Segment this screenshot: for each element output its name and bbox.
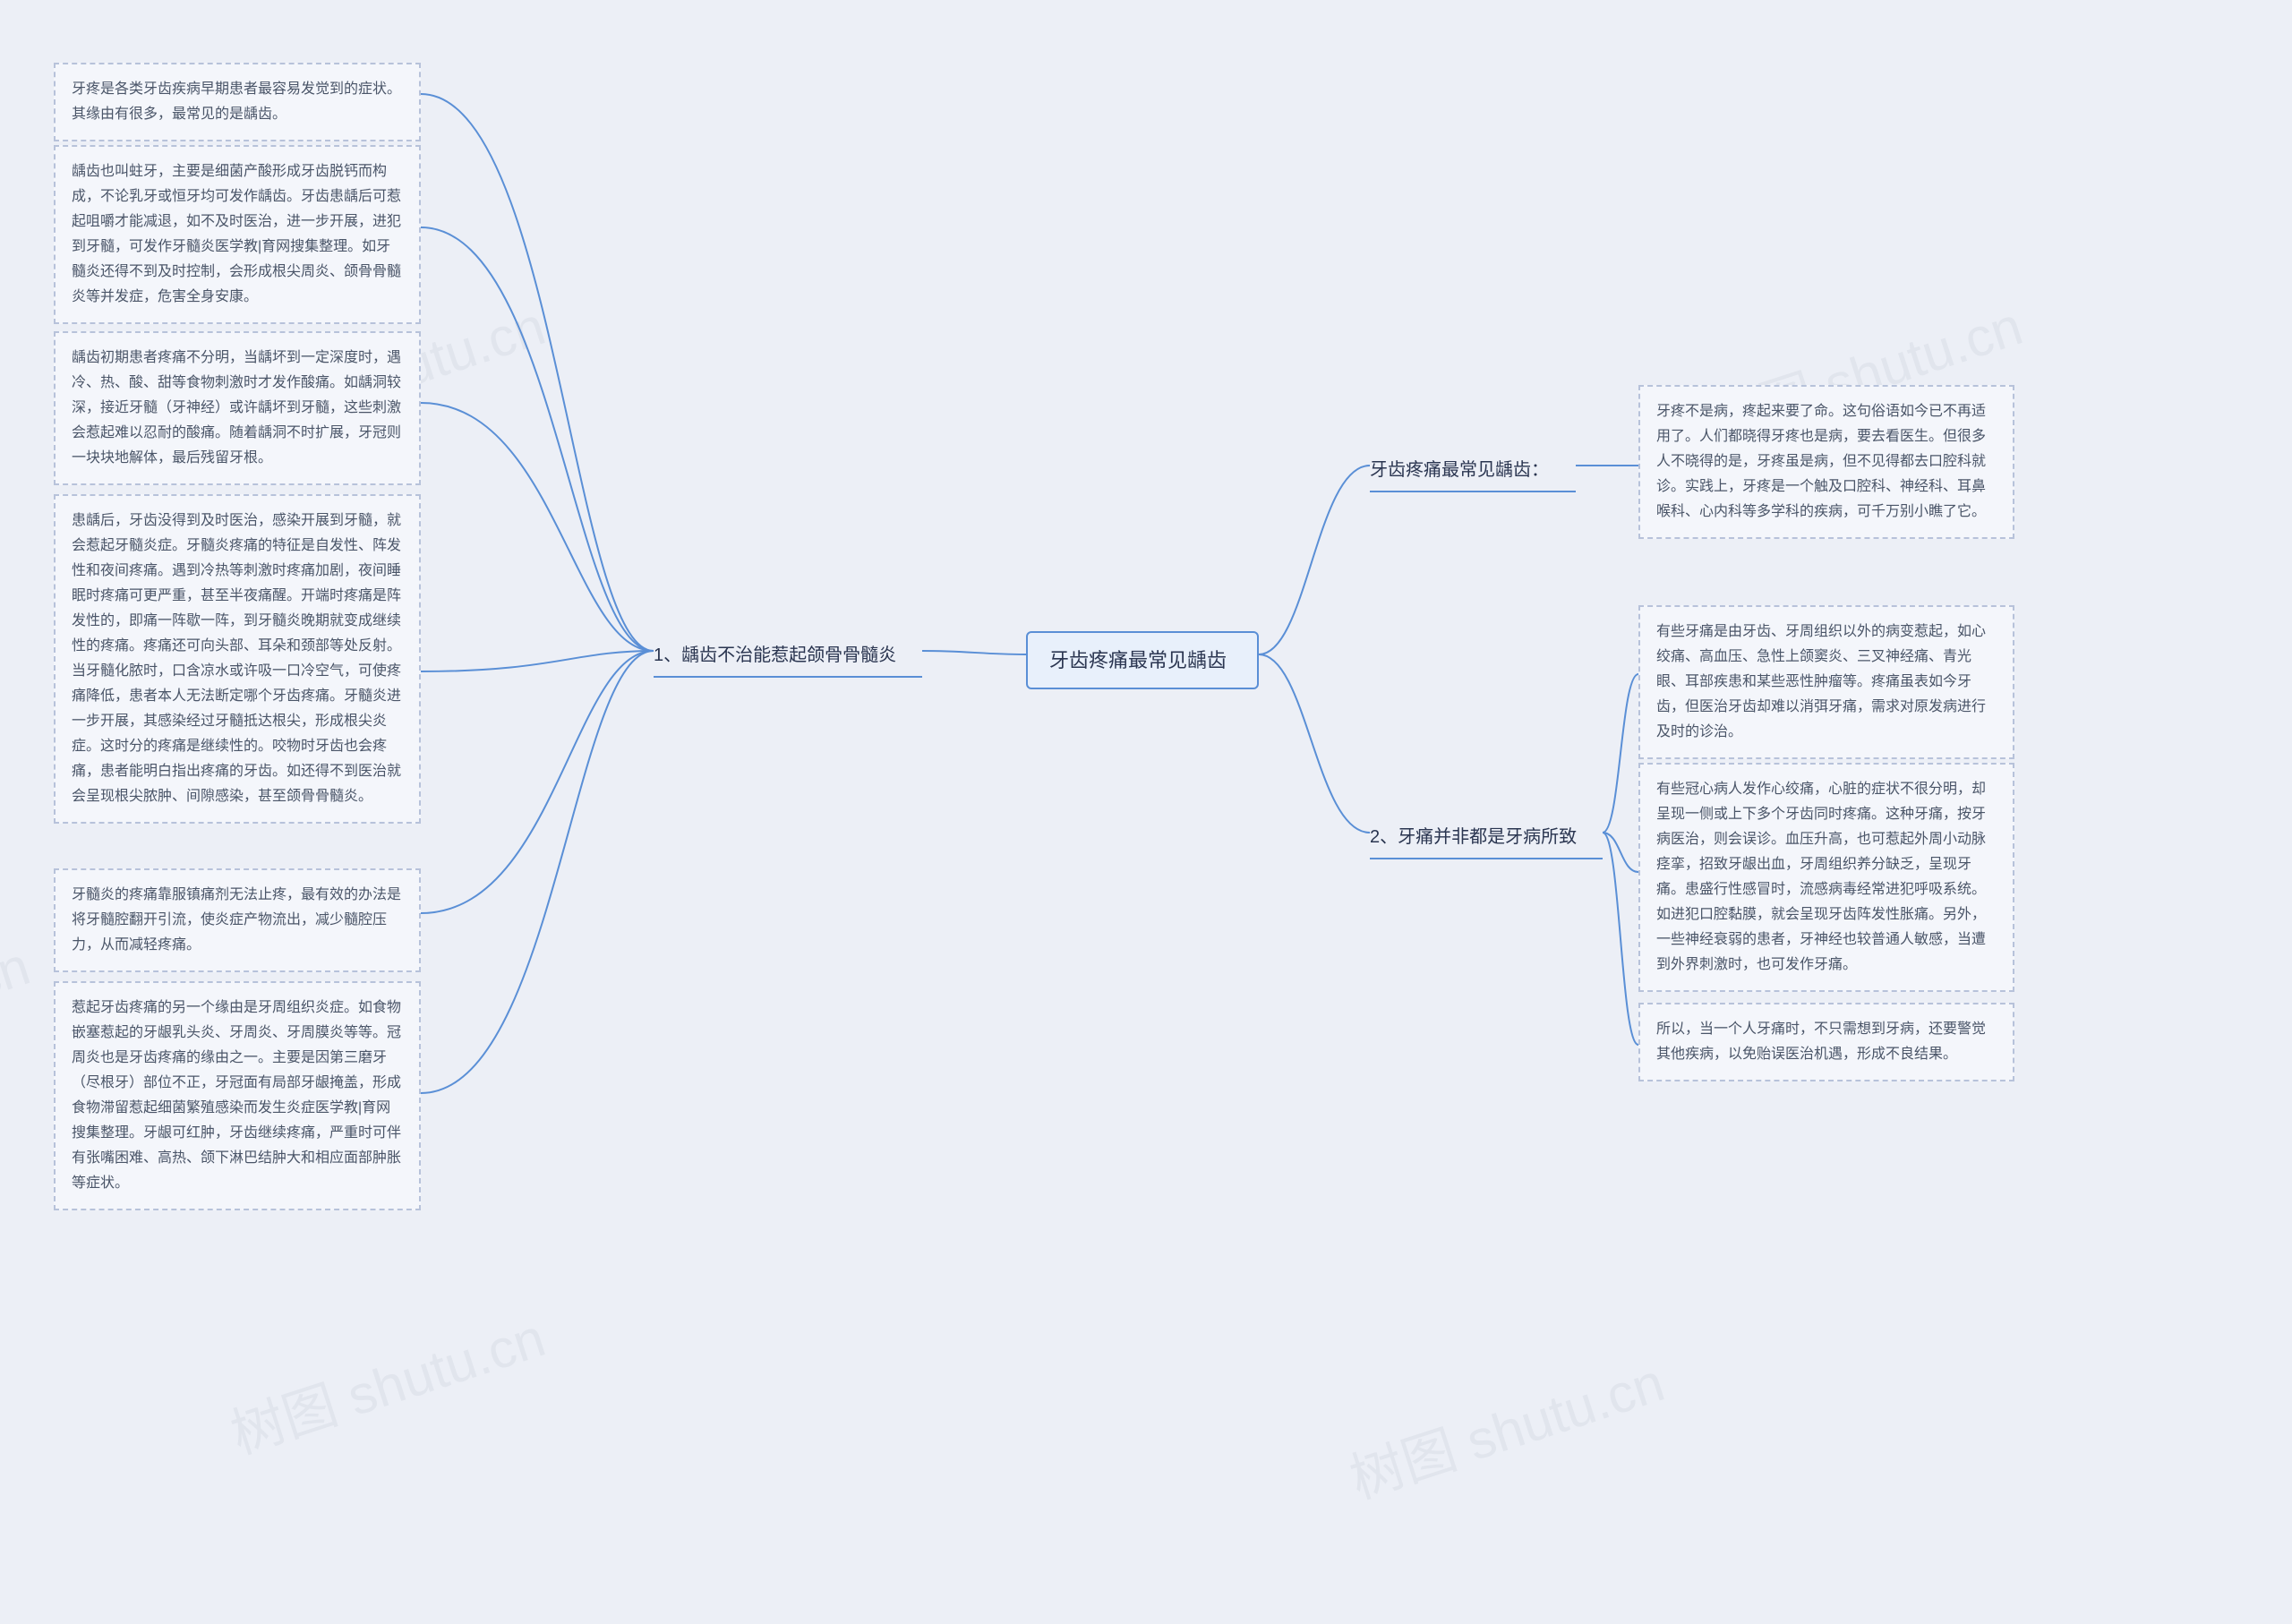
leaf-l1[interactable]: 牙疼是各类牙齿疾病早期患者最容易发觉到的症状。其缘由有很多，最常见的是龋齿。 xyxy=(54,63,421,141)
branch-rt-label: 牙齿疼痛最常见龋齿： xyxy=(1370,460,1549,480)
branch-rb-label: 2、牙痛并非都是牙病所致 xyxy=(1370,827,1577,847)
leaf-l5[interactable]: 牙髓炎的疼痛靠服镇痛剂无法止疼，最有效的办法是将牙髓腔翻开引流，使炎症产物流出，… xyxy=(54,868,421,972)
branch-underline xyxy=(1370,858,1603,859)
leaf-l6[interactable]: 惹起牙齿疼痛的另一个缘由是牙周组织炎症。如食物嵌塞惹起的牙龈乳头炎、牙周炎、牙周… xyxy=(54,981,421,1210)
leaf-rb2[interactable]: 有些冠心病人发作心绞痛，心脏的症状不很分明，却呈现一侧或上下多个牙齿同时疼痛。这… xyxy=(1638,763,2014,992)
branch-right-top[interactable]: 牙齿疼痛最常见龋齿： xyxy=(1370,448,1576,492)
leaf-l3[interactable]: 龋齿初期患者疼痛不分明，当龋坏到一定深度时，遇冷、热、酸、甜等食物刺激时才发作酸… xyxy=(54,331,421,485)
leaf-rb1[interactable]: 有些牙痛是由牙齿、牙周组织以外的病变惹起，如心绞痛、高血压、急性上颌窦炎、三叉神… xyxy=(1638,605,2014,759)
branch-right-bottom[interactable]: 2、牙痛并非都是牙病所致 xyxy=(1370,815,1603,859)
leaf-l2[interactable]: 龋齿也叫蛀牙，主要是细菌产酸形成牙齿脱钙而构成，不论乳牙或恒牙均可发作龋齿。牙齿… xyxy=(54,145,421,324)
root-node[interactable]: 牙齿疼痛最常见龋齿 xyxy=(1026,631,1259,689)
branch-left[interactable]: 1、龋齿不治能惹起颌骨骨髓炎 xyxy=(654,633,922,678)
leaf-l4[interactable]: 患龋后，牙齿没得到及时医治，感染开展到牙髓，就会惹起牙髓炎症。牙髓炎疼痛的特征是… xyxy=(54,494,421,824)
watermark: u.cn xyxy=(0,935,37,1025)
watermark: 树图 shutu.cn xyxy=(219,1295,553,1469)
branch-underline xyxy=(654,676,922,678)
leaf-rt1[interactable]: 牙疼不是病，疼起来要了命。这句俗语如今已不再适用了。人们都晓得牙疼也是病，要去看… xyxy=(1638,385,2014,539)
branch-underline xyxy=(1370,491,1576,492)
watermark: 树图 shutu.cn xyxy=(1338,1339,1672,1514)
leaf-rb3[interactable]: 所以，当一个人牙痛时，不只需想到牙病，还要警觉其他疾病，以免贻误医治机遇，形成不… xyxy=(1638,1003,2014,1081)
branch-left-label: 1、龋齿不治能惹起颌骨骨髓炎 xyxy=(654,645,896,665)
